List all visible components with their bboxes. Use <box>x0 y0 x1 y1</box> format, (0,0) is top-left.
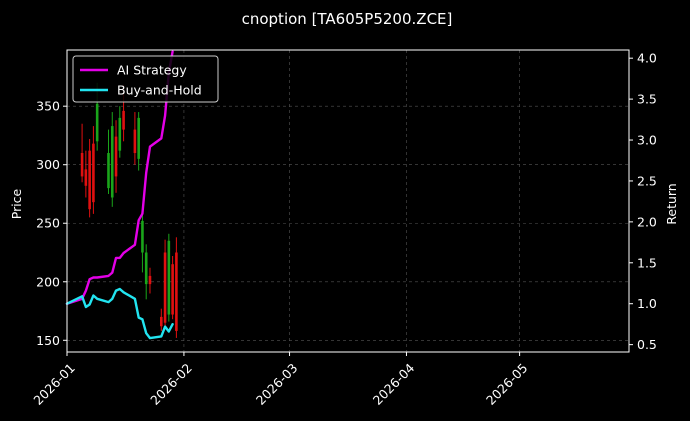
candle-body <box>148 275 152 285</box>
y-left-tick-label: 300 <box>36 157 60 172</box>
candle-body <box>107 153 110 189</box>
y-right-tick-label: 2.5 <box>637 173 657 188</box>
y-right-tick-label: 1.5 <box>637 255 657 270</box>
y-left-tick-label: 250 <box>36 216 60 231</box>
y-right-tick-label: 3.5 <box>637 92 657 107</box>
candle-body <box>118 117 122 151</box>
y-right-tick-label: 0.5 <box>637 337 657 352</box>
legend-box <box>72 55 219 103</box>
plot-frame <box>66 49 630 353</box>
candle-body <box>167 240 171 315</box>
candle-body <box>80 153 84 177</box>
x-tick-label: 2026-01 <box>30 360 78 408</box>
legend-label: AI Strategy <box>117 63 187 78</box>
y-right-tick-label: 3.0 <box>637 133 657 148</box>
candle-body <box>141 220 144 253</box>
candle-body <box>137 117 140 159</box>
candle-body <box>159 316 163 327</box>
candle-body <box>122 110 125 130</box>
y-axis-right-label: Return <box>664 183 679 224</box>
y-axis-left-label: Price <box>9 188 24 219</box>
x-tick-label: 2026-03 <box>253 360 301 408</box>
series-line-ai-strategy <box>65 50 174 305</box>
series-lines <box>65 50 174 340</box>
candle-body <box>171 264 174 315</box>
candle-body <box>95 103 99 142</box>
y-left-tick-label: 350 <box>36 99 60 114</box>
series-line-buy-and-hold <box>65 287 174 340</box>
candle-body <box>144 252 148 285</box>
candle-body <box>114 136 118 177</box>
grid-lines <box>66 50 629 352</box>
chart-title: cnoption [TA605P5200.ZCE] <box>242 10 453 28</box>
candle-body <box>163 252 167 323</box>
y-right-tick-label: 2.0 <box>637 214 657 229</box>
x-tick-label: 2026-02 <box>147 360 195 408</box>
candlesticks <box>80 82 178 338</box>
candle-body <box>110 126 114 198</box>
candle-body <box>133 129 137 154</box>
candle-body <box>92 143 95 203</box>
y-left-tick-label: 200 <box>36 274 60 289</box>
y-left-tick-label: 150 <box>36 333 60 348</box>
candle-body <box>175 252 178 331</box>
y-right-tick-label: 4.0 <box>637 51 657 66</box>
x-tick-label: 2026-04 <box>370 360 418 408</box>
candle-body <box>84 169 88 186</box>
x-tick-label: 2026-05 <box>483 360 531 408</box>
y-right-tick-label: 1.0 <box>637 296 657 311</box>
legend-label: Buy-and-Hold <box>117 83 202 98</box>
axis-ticks: 2026-01 2026-02 2026-03 2026-04 2026-05 150 20… <box>30 51 657 408</box>
legend: AI Strategy Buy-and-Hold <box>72 55 219 103</box>
candle-body <box>88 150 91 210</box>
